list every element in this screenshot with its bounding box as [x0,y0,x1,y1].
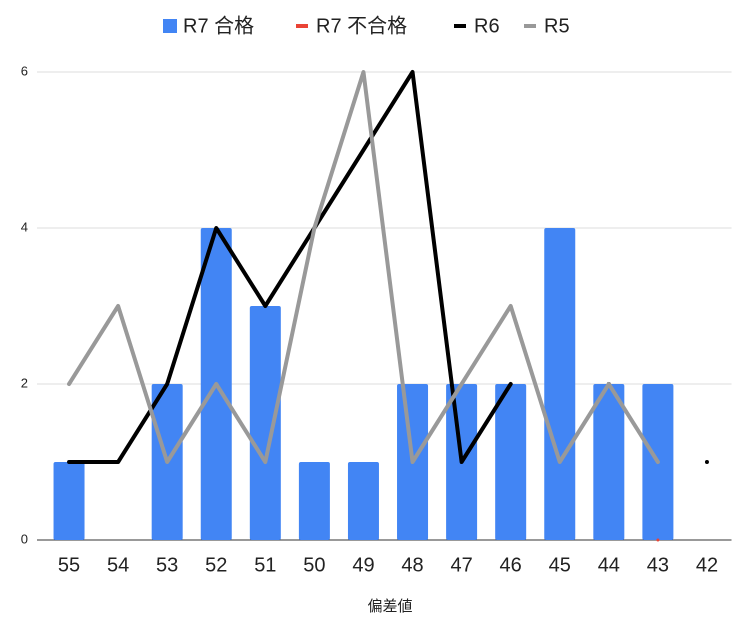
x-axis-title: 偏差値 [367,598,412,615]
x-tick-label: 54 [107,554,129,576]
legend-label: R7 不合格 [316,14,407,37]
x-tick-label: 43 [647,554,669,576]
bar [298,462,330,540]
x-tick-label: 47 [450,554,472,576]
line [67,70,660,464]
x-tick-label: 45 [549,554,571,576]
x-tick-label: 48 [401,554,423,576]
x-tick-label: 51 [254,554,276,576]
bar [593,384,625,540]
bar [544,228,576,540]
y-tick-label: 2 [21,375,28,390]
legend: R7 合格 R7 不合格 R6 R5 [163,14,570,37]
x-tick-label: 49 [352,554,374,576]
bar [53,462,85,540]
bar [347,462,379,540]
y-tick-label: 4 [21,219,28,234]
y-tick-label: 6 [21,63,28,78]
legend-label: R6 [474,15,500,37]
bar [495,384,527,540]
y-tick-label: 0 [21,531,28,546]
x-tick-label: 46 [500,554,522,576]
legend-label: R5 [544,15,570,37]
x-tick-label: 42 [696,554,718,576]
x-tick-label: 53 [156,554,178,576]
legend-swatch [163,19,177,33]
x-tick-label: 52 [205,554,227,576]
x-tick-label: 50 [303,554,325,576]
x-tick-label: 55 [58,554,80,576]
legend-label: R7 合格 [183,14,254,37]
x-tick-label: 44 [598,554,620,576]
bar [249,306,281,540]
